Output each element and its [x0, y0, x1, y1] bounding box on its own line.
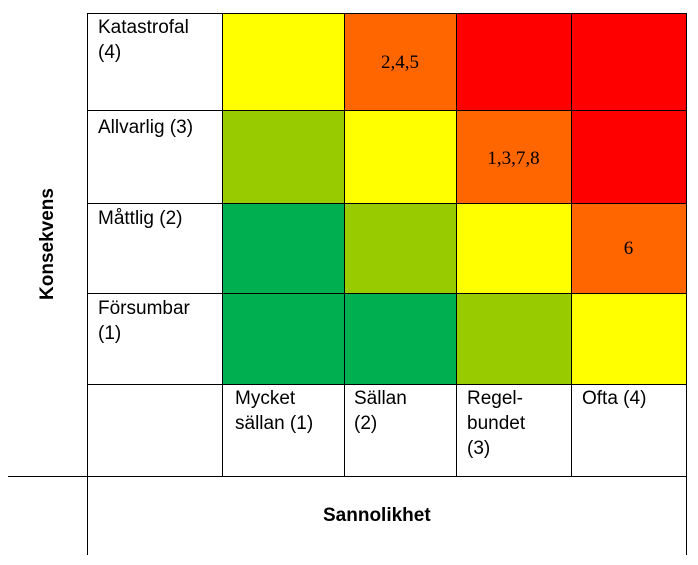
row-label-line2: (4) — [98, 42, 122, 63]
row-label-line1: Allvarlig (3) — [98, 117, 194, 138]
row-label-forsumbar: Försumbar (1) — [98, 296, 190, 346]
row-label-katastrofal: Katastrofal (4) — [98, 15, 189, 65]
row-label-line1: Katastrofal — [98, 17, 189, 38]
cell-r1-c3 — [571, 110, 686, 203]
y-axis-title: Konsekvens — [37, 188, 58, 300]
col-label-line2: sällan (1) — [235, 413, 314, 434]
cell-r2-c0 — [223, 203, 344, 293]
col-label-mycket-sallan: Mycket sällan (1) — [235, 386, 313, 436]
cell-r1-c2-text: 1,3,7,8 — [487, 148, 540, 169]
cell-r2-c3-text: 6 — [623, 238, 634, 259]
row-label-line1: Måttlig (2) — [98, 208, 183, 229]
grid-line-h4 — [87, 384, 686, 385]
cell-r0-c3 — [571, 14, 686, 110]
cell-r2-c3 — [571, 203, 686, 293]
cell-r1-c2 — [456, 110, 571, 203]
cell-r0-c2 — [456, 14, 571, 110]
grid-line-h1 — [87, 110, 686, 111]
col-label-line1: Mycket — [235, 388, 296, 409]
grid-line-v1 — [222, 13, 223, 477]
cell-r3-c1 — [344, 293, 456, 384]
grid-line-v0 — [87, 13, 88, 555]
row-label-mattlig: Måttlig (2) — [98, 206, 182, 231]
col-label-line1: Regel- — [467, 388, 523, 409]
cell-r3-c2 — [456, 293, 571, 384]
col-label-line2: bundet — [467, 413, 526, 434]
grid-line-v3 — [456, 13, 457, 477]
grid-line-h2 — [87, 203, 686, 204]
cell-r1-c1 — [344, 110, 456, 203]
cell-r0-c0 — [223, 14, 344, 110]
col-label-line1: Ofta (4) — [582, 388, 647, 409]
col-label-sallan: Sällan (2) — [354, 386, 407, 436]
row-label-line2: (1) — [98, 323, 122, 344]
cell-r2-c2 — [456, 203, 571, 293]
x-axis-title: Sannolikhet — [323, 505, 431, 526]
cell-r3-c3 — [571, 293, 686, 384]
cell-r1-c0 — [223, 110, 344, 203]
col-label-line2: (2) — [354, 413, 378, 434]
grid-line-h3 — [87, 293, 686, 294]
row-label-allvarlig: Allvarlig (3) — [98, 115, 193, 140]
col-label-regelbundet: Regel- bundet (3) — [467, 386, 525, 461]
grid-line-v5 — [686, 13, 687, 555]
cell-r3-c0 — [223, 293, 344, 384]
grid-line-v2 — [344, 13, 345, 477]
col-label-line1: Sällan — [354, 388, 407, 409]
grid-line-v4 — [571, 13, 572, 477]
grid-line-h0 — [87, 13, 686, 14]
cell-r0-c1-text: 2,4,5 — [381, 52, 419, 73]
col-label-ofta: Ofta (4) — [582, 386, 646, 411]
cell-r2-c1 — [344, 203, 456, 293]
row-label-line1: Försumbar — [98, 298, 190, 319]
cell-r0-c1 — [344, 14, 456, 110]
col-label-line3: (3) — [467, 438, 491, 459]
grid-line-h5 — [8, 476, 686, 477]
